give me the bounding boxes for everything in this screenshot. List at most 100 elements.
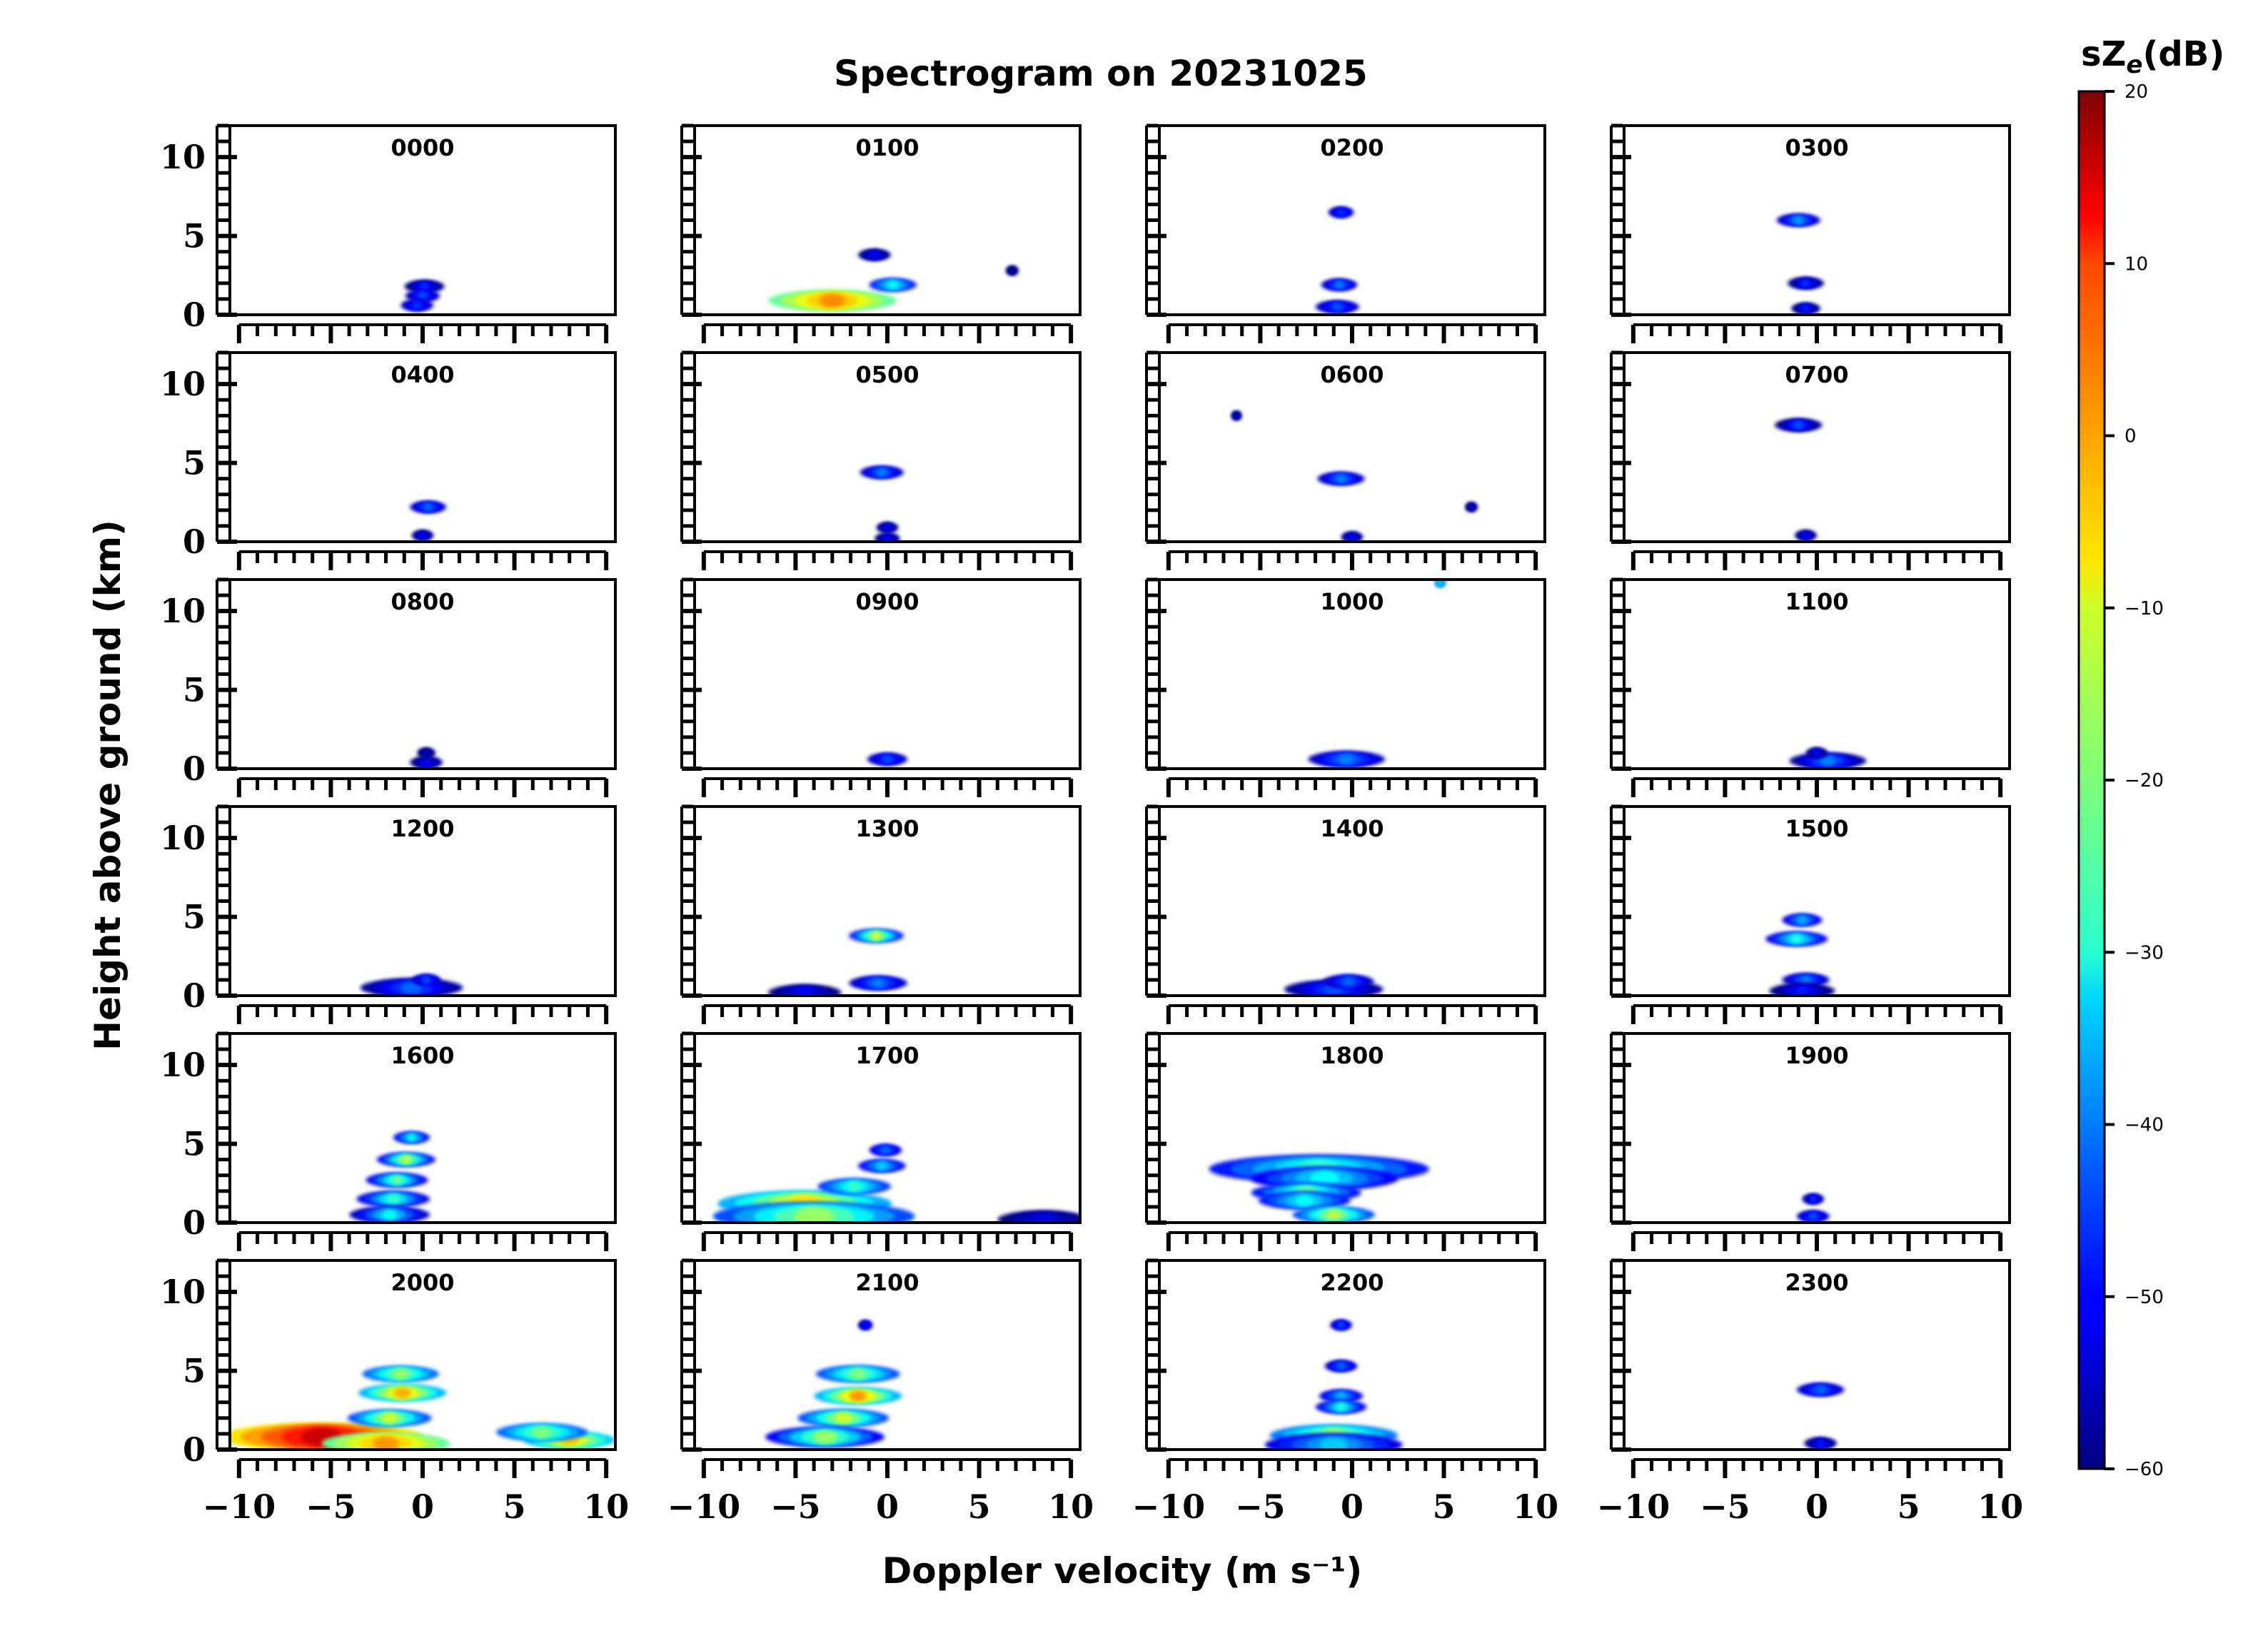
echo-1100-0-4: [1820, 755, 1836, 766]
colorbar-ticks: 20 10 0 −10 −20 −30 −40 −50 −60: [2105, 81, 2164, 1480]
echo-1200-1-4: [423, 976, 430, 984]
echo-2200-5-4: [1320, 1437, 1348, 1450]
echo-1500-0-4: [1798, 916, 1807, 924]
panel-0600: 0600: [1145, 350, 1546, 570]
colorbar-tick-label: −40: [2125, 1115, 2164, 1136]
panel-label: 0000: [390, 134, 454, 161]
panel-2200: 2200 −10 −5 0 5 10: [1132, 1258, 1558, 1526]
y-tick-label: 0: [183, 1430, 206, 1469]
panel-label: 1300: [855, 815, 919, 842]
echo-1000-0-4: [1339, 754, 1355, 764]
echo-1600-2-4: [390, 1176, 403, 1185]
echo-0100-3-4: [1009, 268, 1014, 274]
x-tick-label: 5: [1897, 1487, 1920, 1526]
panel-frame: [1623, 1032, 2011, 1224]
echo-2100-3-4: [812, 1430, 837, 1444]
x-tick-label: 5: [968, 1487, 991, 1526]
panel-label: 1800: [1320, 1042, 1384, 1069]
echo-1300-1-4: [872, 979, 884, 988]
panel-1600: 1600 0 5 10: [160, 1031, 617, 1251]
echo-1900-1-4: [1810, 1213, 1817, 1220]
panel-frame: [1158, 124, 1546, 316]
echo-0300-2-4: [1803, 305, 1809, 312]
echo-0000-1-4: [419, 292, 426, 300]
echo-layer: [1796, 1383, 1845, 1449]
echo-0300-1-4: [1802, 279, 1810, 287]
y-tick-label: 10: [160, 1046, 206, 1084]
y-tick-label: 5: [183, 1352, 206, 1390]
panel-label: 1400: [1320, 815, 1384, 842]
panel-0900: 0900: [680, 577, 1082, 797]
echo-2200-0-4: [1339, 1322, 1344, 1328]
panel-label: 0100: [855, 134, 919, 161]
echo-1500-1-4: [1790, 934, 1803, 944]
y-tick-label: 5: [183, 444, 206, 482]
echo-layer: [1209, 1154, 1429, 1223]
colorbar-tick-label: −60: [2125, 1459, 2164, 1480]
colorbar-tick-label: −30: [2125, 942, 2164, 964]
panel-1800: 1800: [1145, 1031, 1546, 1251]
echo-0200-1-4: [1335, 281, 1344, 289]
echo-2100-0-4: [850, 1368, 867, 1380]
echo-2100-1-4: [849, 1390, 867, 1402]
echo-layer: [1315, 207, 1360, 313]
echo-2000-4-4: [393, 1368, 408, 1380]
panel-frame: [693, 1032, 1082, 1224]
panel-label: 2200: [1320, 1269, 1384, 1296]
panel-0300: 0300: [1610, 123, 2011, 343]
echo-1800-3-4: [1295, 1195, 1314, 1206]
echo-0600-3-4: [1349, 534, 1355, 540]
echo-0400-1-4: [420, 532, 425, 539]
echo-1300-2-4: [797, 987, 812, 996]
y-tick-label: 0: [183, 295, 206, 334]
echo-layer: [712, 1144, 1080, 1223]
panel-label: 0800: [390, 588, 454, 615]
echo-1600-0-4: [408, 1133, 415, 1141]
echo-1200-0-4: [401, 981, 422, 994]
echo-0700-1-4: [1803, 532, 1808, 539]
panel-label: 0700: [1785, 361, 1848, 388]
y-tick-label: 10: [160, 1273, 206, 1311]
x-tick-label: −10: [203, 1487, 276, 1526]
echo-layer: [765, 1320, 902, 1447]
panel-frame: [693, 805, 1082, 997]
echo-layer: [400, 280, 445, 311]
y-tick-label: 10: [160, 138, 206, 176]
colorbar-gradient: [2077, 90, 2106, 1470]
echo-0500-1-4: [884, 524, 890, 531]
panel-0800: 0800 0 5 10: [160, 577, 617, 797]
echo-layer: [1776, 214, 1825, 314]
echo-0800-0-4: [423, 759, 430, 766]
y-axis-label: Height above ground (km): [87, 520, 128, 1051]
x-tick-label: −5: [1700, 1487, 1750, 1526]
echo-2100-2-4: [834, 1412, 853, 1424]
echo-2200-3-4: [1336, 1402, 1346, 1412]
echo-1400-1-4: [1343, 977, 1354, 986]
x-tick-label: −10: [667, 1487, 741, 1526]
panel-1700: 1700: [680, 1031, 1082, 1251]
echo-0600-0-4: [1336, 475, 1346, 483]
echo-2200-2-4: [1336, 1392, 1346, 1400]
echo-1900-0-4: [1810, 1195, 1815, 1203]
colorbar: sZe(dB) 20 10 0 −10 −20 −30 −40 −50 −60: [2077, 34, 2224, 1480]
panel-label: 2300: [1785, 1269, 1848, 1296]
panel-frame: [1158, 351, 1546, 543]
echo-1300-0-4: [870, 931, 882, 940]
x-tick-label: 0: [1341, 1487, 1364, 1526]
panel-frame: [1623, 805, 2011, 997]
panel-label: 0400: [390, 361, 454, 388]
panel-1500: 1500: [1610, 804, 2011, 1024]
panel-frame: [228, 805, 617, 997]
x-tick-label: 5: [1433, 1487, 1456, 1526]
x-tick-label: −5: [1235, 1487, 1286, 1526]
panel-1900: 1900: [1610, 1031, 2011, 1251]
y-tick-label: 5: [183, 217, 206, 256]
echo-0000-0-4: [420, 283, 429, 290]
panel-frame: [693, 351, 1082, 543]
colorbar-tick-label: −10: [2125, 598, 2164, 620]
panel-label: 0200: [1320, 134, 1384, 161]
echo-layer: [1308, 580, 1446, 767]
echo-layer: [410, 748, 443, 768]
